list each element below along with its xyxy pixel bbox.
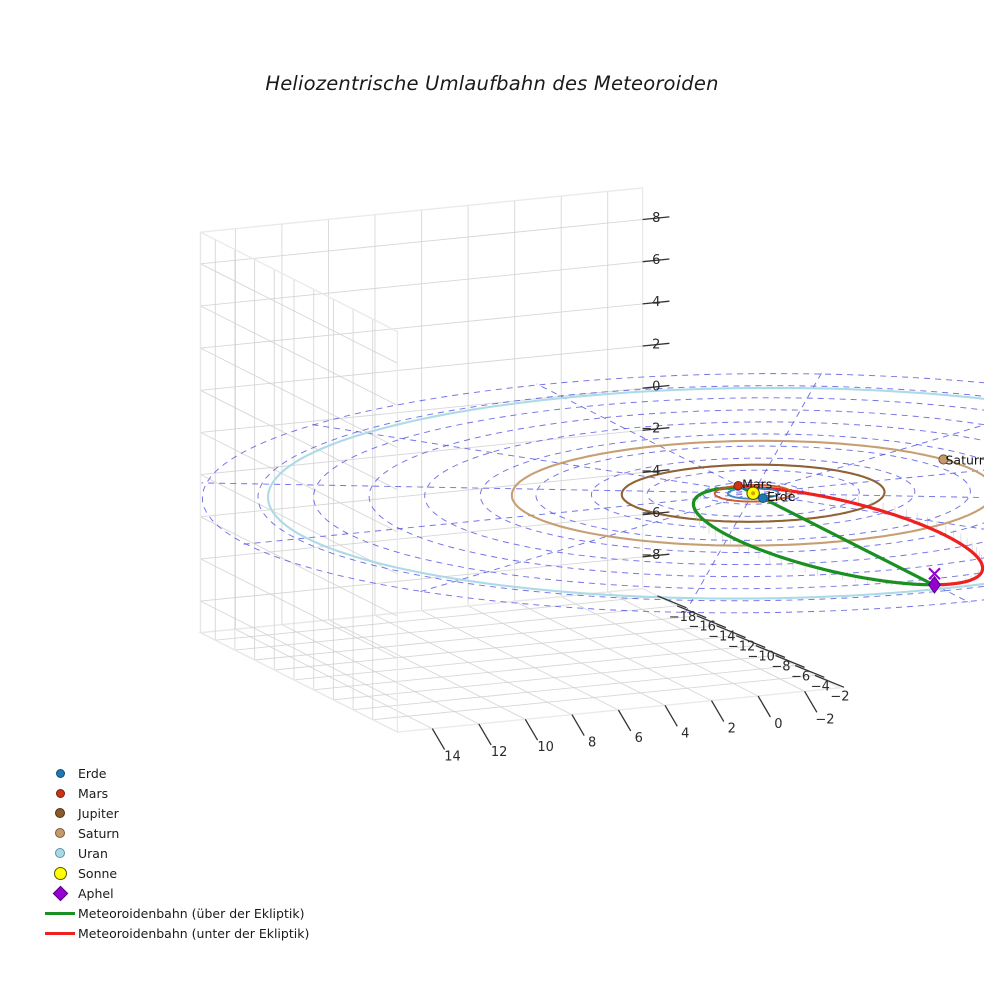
svg-text:8: 8: [652, 211, 660, 226]
legend-label: Aphel: [78, 885, 114, 901]
svg-text:−10: −10: [748, 650, 775, 665]
orbit-saturn: [510, 439, 984, 547]
legend-label: Mars: [78, 785, 109, 801]
orbit-jupiter: [620, 463, 886, 523]
legend-marker-circle-icon: [42, 768, 78, 778]
svg-text:0: 0: [774, 717, 782, 732]
svg-text:−6: −6: [641, 506, 660, 521]
meteoroid-orbit: [691, 485, 984, 587]
svg-text:6: 6: [652, 253, 660, 268]
svg-text:10: 10: [537, 740, 554, 755]
svg-text:−18: −18: [669, 610, 696, 625]
svg-text:−2: −2: [830, 689, 849, 704]
svg-text:4: 4: [652, 295, 660, 310]
legend-item-meteoroidenbahn-ber-der-ekliptik[interactable]: Meteoroidenbahn (über der Ekliptik): [42, 903, 309, 923]
legend-item-sonne[interactable]: Sonne: [42, 863, 309, 883]
svg-text:−16: −16: [688, 620, 715, 635]
legend-label: Sonne: [78, 865, 118, 881]
legend-marker-line-icon: [42, 931, 78, 935]
legend-label: Meteoroidenbahn (über der Ekliptik): [78, 905, 305, 921]
legend-marker-circle-icon: [42, 848, 78, 858]
svg-text:−2: −2: [815, 712, 834, 727]
svg-text:−8: −8: [641, 548, 660, 563]
svg-text:8: 8: [588, 736, 596, 751]
svg-text:0: 0: [652, 380, 660, 395]
legend-label: Erde: [78, 765, 107, 781]
legend-label: Uran: [78, 845, 108, 861]
axis-ticks: −8−6−4−202468−18−16−14−12−10−8−6−4−2−202…: [431, 211, 850, 765]
svg-text:2: 2: [652, 337, 660, 352]
legend-item-mars[interactable]: Mars: [42, 783, 309, 803]
svg-text:14: 14: [444, 750, 461, 765]
svg-text:−4: −4: [811, 679, 830, 694]
legend-item-meteoroidenbahn-unter-der-ekliptik[interactable]: Meteoroidenbahn (unter der Ekliptik): [42, 923, 309, 943]
legend-item-erde[interactable]: Erde: [42, 763, 309, 783]
legend-marker-line-icon: [42, 911, 78, 915]
legend-item-uran[interactable]: Uran: [42, 843, 309, 863]
legend-marker-circle-icon: [42, 788, 78, 798]
svg-text:−6: −6: [791, 669, 810, 684]
legend-item-saturn[interactable]: Saturn: [42, 823, 309, 843]
svg-text:−8: −8: [771, 659, 790, 674]
legend-marker-circle-icon: [42, 808, 78, 818]
svg-text:−14: −14: [708, 630, 735, 645]
svg-text:−12: −12: [728, 640, 755, 655]
legend-item-jupiter[interactable]: Jupiter: [42, 803, 309, 823]
svg-text:−4: −4: [641, 464, 660, 479]
legend-marker-circle-icon: [42, 866, 78, 880]
chart-legend: Erde Mars Jupiter Saturn Uran Sonne Aphel Meteo…: [42, 763, 309, 943]
svg-text:−2: −2: [641, 422, 660, 437]
chart-title: Heliozentrische Umlaufbahn des Meteoroid…: [265, 72, 719, 95]
axes-panes: [198, 187, 842, 734]
legend-label: Saturn: [78, 825, 120, 841]
legend-item-aphel[interactable]: Aphel: [42, 883, 309, 903]
svg-text:6: 6: [635, 731, 643, 746]
svg-text:2: 2: [728, 722, 736, 737]
legend-marker-diamond-icon: [42, 885, 78, 901]
svg-text:12: 12: [491, 745, 508, 760]
legend-label: Jupiter: [78, 805, 119, 821]
svg-text:4: 4: [681, 726, 689, 741]
legend-label: Meteoroidenbahn (unter der Ekliptik): [78, 925, 310, 941]
orbit-uran: [267, 386, 984, 600]
svg-text:Saturn: Saturn: [945, 452, 984, 467]
legend-marker-circle-icon: [42, 828, 78, 838]
svg-text:Erde: Erde: [767, 489, 796, 504]
